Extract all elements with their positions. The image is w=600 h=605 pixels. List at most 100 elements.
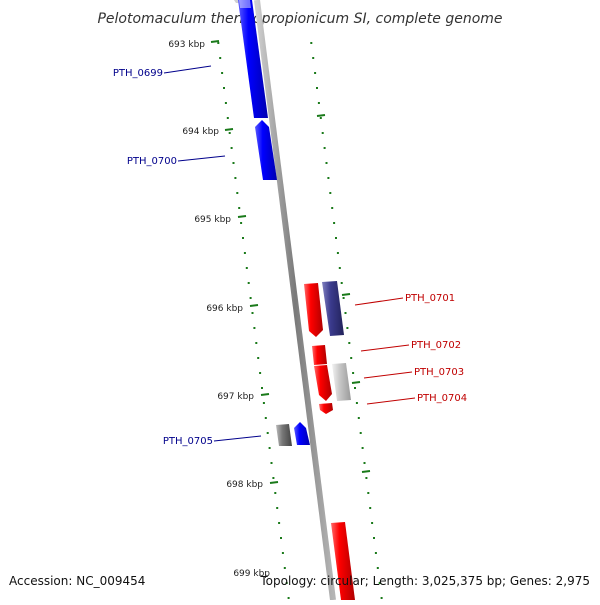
ruler-tick xyxy=(249,304,259,307)
track-dot xyxy=(243,252,246,254)
track-dot xyxy=(221,72,224,74)
track-dot xyxy=(236,192,239,194)
track-dot xyxy=(272,477,275,479)
track-dot xyxy=(230,147,233,149)
track-dot xyxy=(283,567,286,569)
ruler-label-699: 699 kbp xyxy=(233,569,270,579)
gene-arrow[interactable] xyxy=(322,281,344,336)
gene-arrow-pth-0705[interactable] xyxy=(294,422,310,445)
gene-label-pth-0705[interactable]: PTH_0705 xyxy=(163,436,213,447)
track-dot xyxy=(344,312,347,314)
track-dot xyxy=(251,312,254,314)
ruler-label-693: 693 kbp xyxy=(168,40,205,50)
track-dot xyxy=(223,87,225,89)
track-dot xyxy=(319,117,322,119)
track-dot xyxy=(266,432,269,434)
gene-connector xyxy=(363,371,413,379)
track-dot xyxy=(226,117,229,119)
gene-arrow[interactable] xyxy=(332,363,351,401)
track-dot xyxy=(380,597,383,599)
track-dot xyxy=(376,567,379,569)
ruler-tick xyxy=(224,128,234,131)
gene-connector xyxy=(163,65,212,74)
gene-label-pth-0704[interactable]: PTH_0704 xyxy=(417,393,467,404)
track-dot xyxy=(365,477,368,479)
track-dot xyxy=(354,387,356,389)
track-dot xyxy=(350,357,353,359)
track-dot xyxy=(280,537,282,539)
track-dot xyxy=(262,402,265,404)
track-dot xyxy=(287,597,290,599)
track-dot xyxy=(276,507,279,509)
gene-label-pth-0702[interactable]: PTH_0702 xyxy=(411,340,461,351)
track-dot xyxy=(317,102,320,104)
track-dot xyxy=(249,297,252,299)
gene-label-pth-0699[interactable]: PTH_0699 xyxy=(113,68,163,79)
track-dot xyxy=(310,42,313,44)
track-dot xyxy=(361,447,364,449)
gene-arrow-pth-0704[interactable] xyxy=(319,403,333,414)
track-dot xyxy=(314,72,317,74)
track-dot xyxy=(374,552,377,554)
track-dot xyxy=(268,447,271,449)
track-dot xyxy=(270,462,273,464)
track-dot xyxy=(228,132,231,134)
track-dot xyxy=(371,522,374,524)
track-guides xyxy=(217,42,383,599)
track-dot xyxy=(253,327,256,329)
track-dot xyxy=(331,207,334,209)
track-dot xyxy=(336,252,339,254)
track-dot xyxy=(257,357,260,359)
gene-arrow-pth-0701[interactable] xyxy=(304,283,323,337)
track-dot xyxy=(325,162,328,164)
track-dot xyxy=(355,402,358,404)
track-dot xyxy=(352,372,355,374)
track-dot xyxy=(224,102,227,104)
track-dot xyxy=(323,147,326,149)
map-title: Pelotomaculum thermopropionicum SI, comp… xyxy=(97,11,502,27)
track-dot xyxy=(278,522,281,524)
track-dot xyxy=(333,222,336,224)
gene-connector xyxy=(366,397,416,405)
gene-label-pth-0700[interactable]: PTH_0700 xyxy=(127,156,177,167)
track-dot xyxy=(378,582,381,584)
ruler-label-696: 696 kbp xyxy=(206,304,243,314)
track-dot xyxy=(321,132,324,134)
track-dot xyxy=(342,297,345,299)
gene-highlight xyxy=(239,0,251,8)
ruler-tick xyxy=(269,481,279,484)
ruler: 693 kbp 694 kbp 695 kbp 696 kbp 697 kbp … xyxy=(168,40,279,579)
ruler-tick xyxy=(210,40,220,43)
track-dot xyxy=(240,222,243,224)
gene-arrow-pth-0700[interactable] xyxy=(255,120,277,180)
minus-strand-features xyxy=(304,281,355,600)
gene-connector xyxy=(354,297,404,306)
track-tick xyxy=(351,381,361,384)
ruler-tick xyxy=(260,393,270,396)
track-tick xyxy=(361,470,371,473)
gene-labels: PTH_0699 PTH_0700 PTH_0701 PTH_0702 PTH_… xyxy=(113,65,467,447)
track-dot xyxy=(340,282,343,284)
gene-arrow[interactable] xyxy=(331,522,355,600)
track-dot xyxy=(264,417,267,419)
track-dot xyxy=(285,582,288,584)
gene-arrow[interactable] xyxy=(276,424,292,446)
track-dot xyxy=(348,342,351,344)
gene-label-pth-0701[interactable]: PTH_0701 xyxy=(405,293,455,304)
gene-arrow-pth-0703[interactable] xyxy=(314,365,332,401)
track-dot xyxy=(247,282,250,284)
track-dot xyxy=(261,387,263,389)
track-dot xyxy=(259,372,262,374)
track-dot xyxy=(219,57,222,59)
track-dot xyxy=(281,552,284,554)
gene-arrow-pth-0699[interactable] xyxy=(238,0,268,118)
ruler-label-697: 697 kbp xyxy=(217,392,254,402)
track-dot xyxy=(312,57,315,59)
ruler-label-694: 694 kbp xyxy=(182,127,219,137)
track-dot xyxy=(367,492,370,494)
gene-arrow-pth-0702[interactable] xyxy=(312,345,327,365)
track-dot xyxy=(338,267,341,269)
gene-label-pth-0703[interactable]: PTH_0703 xyxy=(414,367,464,378)
track-dot xyxy=(329,192,332,194)
